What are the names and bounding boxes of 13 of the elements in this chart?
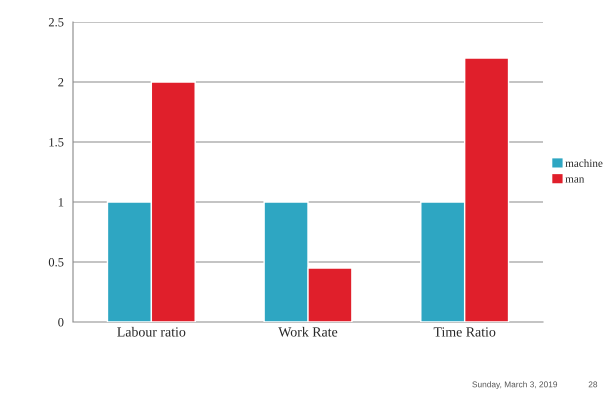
y-tick-label: 1.5 [49, 138, 64, 147]
x-tick-label: Time Ratio [434, 327, 496, 337]
y-tick-label: 0.5 [48, 258, 64, 267]
y-tick-label: 0 [58, 318, 64, 326]
x-tick-label: Labour ratio [117, 326, 186, 337]
legend-label: man [565, 177, 584, 183]
text: 28 [588, 381, 598, 388]
y-tick-label: 1 [58, 198, 64, 206]
y-tick-label: 2 [58, 78, 64, 86]
legend-label: machine [565, 159, 602, 167]
text: Sunday, March 3, 2019 [472, 381, 558, 389]
y-tick-label: 2.5 [48, 18, 64, 27]
x-tick-label: Work Rate [278, 326, 338, 337]
